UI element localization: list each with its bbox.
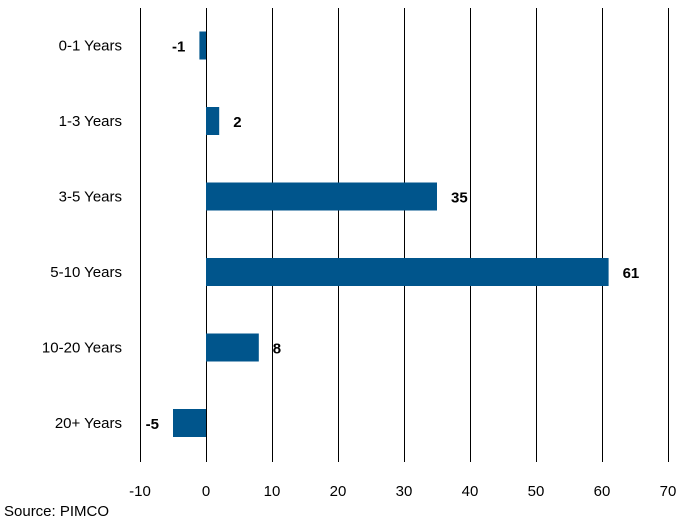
- x-tick-label-5: 40: [462, 483, 479, 500]
- category-label-1: 1-3 Years: [59, 113, 122, 130]
- x-tick-label-8: 70: [660, 483, 677, 500]
- data-label-5: -5: [146, 416, 159, 433]
- x-tick-label-6: 50: [528, 483, 545, 500]
- category-label-4: 10-20 Years: [42, 340, 122, 357]
- bar-5: [173, 409, 206, 437]
- bar-2: [206, 182, 437, 211]
- x-tick-label-3: 20: [330, 483, 347, 500]
- category-label-0: 0-1 Years: [59, 38, 122, 55]
- category-label-3: 5-10 Years: [50, 264, 122, 281]
- bar-0: [199, 31, 206, 60]
- source-note: Source: PIMCO: [4, 503, 110, 520]
- x-tick-label-4: 30: [396, 483, 413, 500]
- category-label-2: 3-5 Years: [59, 189, 122, 206]
- x-tick-label-1: 0: [202, 483, 210, 500]
- data-label-2: 35: [451, 190, 468, 207]
- x-tick-label-7: 60: [594, 483, 611, 500]
- category-label-5: 20+ Years: [55, 415, 122, 432]
- bar-4: [206, 333, 259, 362]
- data-label-3: 61: [623, 265, 640, 282]
- data-label-0: -1: [172, 39, 185, 56]
- bar-1: [206, 107, 220, 135]
- x-tick-label-2: 10: [264, 483, 281, 500]
- x-tick-label-0: -10: [129, 483, 151, 500]
- bar-3: [206, 258, 609, 286]
- data-label-4: 8: [273, 341, 281, 358]
- data-label-1: 2: [233, 114, 241, 131]
